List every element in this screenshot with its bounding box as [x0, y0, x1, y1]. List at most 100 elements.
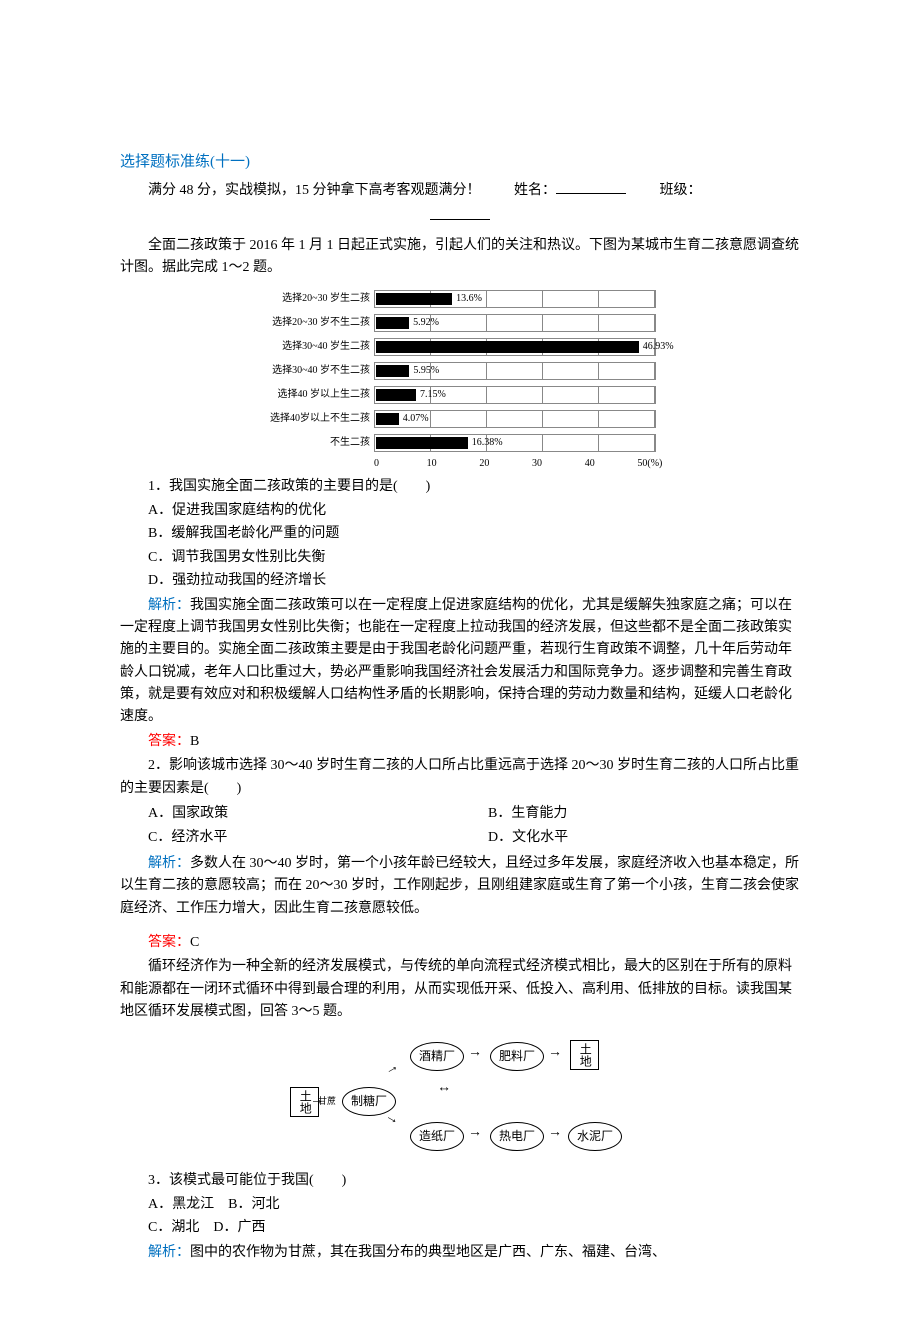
chart-track-0: 13.6%	[374, 290, 656, 308]
node-alcohol: 酒精厂	[410, 1042, 464, 1071]
q2-analysis-text: 多数人在 30～40 岁时，第一个小孩年龄已经较大，且经过多年发展，家庭经济收入…	[120, 856, 799, 916]
q1-opt-b: B．缓解我国老龄化严重的问题	[120, 523, 800, 545]
q2-opt-row-1: A．国家政策 B．生育能力	[120, 802, 800, 826]
tick-2: 20	[479, 456, 532, 472]
class-blank-row	[120, 206, 800, 228]
chart-val-1: 5.92%	[413, 315, 439, 331]
node-paper: 造纸厂	[410, 1122, 464, 1151]
node-fertilizer: 肥料厂	[490, 1042, 544, 1071]
chart-val-6: 16.38%	[472, 435, 503, 451]
q3-analysis: 解析：图中的农作物为甘蔗，其在我国分布的典型地区是广西、广东、福建、台湾、	[120, 1242, 800, 1264]
chart-row-5: 选择40岁以上不生二孩 4.07%	[230, 408, 690, 430]
chart-row-1: 选择20~30 岁不生二孩 5.92%	[230, 312, 690, 334]
q3-stem: 3．该模式最可能位于我国( )	[120, 1170, 800, 1192]
arrow-icon: →	[468, 1046, 482, 1060]
chart-val-5: 4.07%	[403, 411, 429, 427]
q2-opt-row-2: C．经济水平 D．文化水平	[120, 826, 800, 850]
q3-analysis-label: 解析：	[148, 1245, 190, 1260]
q1-answer-label: 答案：	[148, 734, 190, 749]
node-cement: 水泥厂	[568, 1122, 622, 1151]
q2-opt-b: B．生育能力	[460, 803, 800, 825]
intro2-paragraph: 循环经济作为一种全新的经济发展模式，与传统的单向流程式经济模式相比，最大的区别在…	[120, 956, 800, 1023]
tick-1: 10	[427, 456, 480, 472]
q1-answer-value: B	[190, 734, 199, 749]
chart-label-5: 选择40岁以上不生二孩	[230, 411, 374, 427]
node-power: 热电厂	[490, 1122, 544, 1151]
chart-row-6: 不生二孩 16.38%	[230, 432, 690, 454]
arrow-icon: →	[548, 1046, 562, 1060]
arrow-icon: ↕	[437, 1085, 451, 1092]
q1-stem: 1．我国实施全面二孩政策的主要目的是( )	[120, 476, 800, 498]
q2-answer-label: 答案：	[148, 935, 190, 950]
name-blank[interactable]	[556, 193, 626, 194]
q2-opt-d: D．文化水平	[460, 827, 800, 849]
class-blank[interactable]	[430, 219, 490, 220]
chart-row-2: 选择30~40 岁生二孩 46.93%	[230, 336, 690, 358]
chart-track-5: 4.07%	[374, 410, 656, 428]
q3-analysis-text: 图中的农作物为甘蔗，其在我国分布的典型地区是广西、广东、福建、台湾、	[190, 1245, 666, 1260]
chart-bar-1: 5.92%	[376, 317, 409, 329]
chart-label-2: 选择30~40 岁生二孩	[230, 339, 374, 355]
chart-track-1: 5.92%	[374, 314, 656, 332]
class-label: 班级：	[660, 183, 702, 198]
q3-opt-cd: C．湖北 D．广西	[120, 1217, 800, 1239]
header-line: 满分 48 分，实战模拟，15 分钟拿下高考客观题满分！ 姓名： 班级：	[120, 180, 800, 202]
chart-val-2: 46.93%	[643, 339, 674, 355]
arrow-icon: →	[468, 1126, 482, 1140]
chart-label-0: 选择20~30 岁生二孩	[230, 291, 374, 307]
q2-answer: 答案：C	[120, 932, 800, 954]
q2-stem: 2．影响该城市选择 30～40 岁时生育二孩的人口所占比重远高于选择 20～30…	[120, 755, 800, 800]
chart-x-axis: 0 10 20 30 40 50(%)	[230, 456, 690, 472]
arrow-icon: →	[310, 1094, 324, 1108]
practice-title: 选择题标准练(十一)	[120, 150, 800, 174]
chart-val-3: 5.95%	[413, 363, 439, 379]
q2-opt-c: C．经济水平	[120, 827, 460, 849]
q2-opt-a: A．国家政策	[120, 803, 460, 825]
chart-label-4: 选择40 岁以上生二孩	[230, 387, 374, 403]
tick-4: 40	[585, 456, 638, 472]
chart-row-0: 选择20~30 岁生二孩 13.6%	[230, 288, 690, 310]
chart-label-1: 选择20~30 岁不生二孩	[230, 315, 374, 331]
chart-row-3: 选择30~40 岁不生二孩 5.95%	[230, 360, 690, 382]
chart-row-4: 选择40 岁以上生二孩 7.15%	[230, 384, 690, 406]
q1-analysis-text: 我国实施全面二孩政策可以在一定程度上促进家庭结构的优化，尤其是缓解失独家庭之痛；…	[120, 598, 792, 725]
q3-opt-ab: A．黑龙江 B．河北	[120, 1194, 800, 1216]
q3-opt-a: A．黑龙江	[148, 1197, 214, 1212]
document-page: 选择题标准练(十一) 满分 48 分，实战模拟，15 分钟拿下高考客观题满分！ …	[0, 0, 920, 1326]
chart-label-3: 选择30~40 岁不生二孩	[230, 363, 374, 379]
chart-track-2: 46.93%	[374, 338, 656, 356]
q2-analysis: 解析：多数人在 30～40 岁时，第一个小孩年龄已经较大，且经过多年发展，家庭经…	[120, 853, 800, 920]
q2-answer-value: C	[190, 935, 199, 950]
tick-3: 30	[532, 456, 585, 472]
chart-bar-6: 16.38%	[376, 437, 468, 449]
q1-analysis-label: 解析：	[148, 598, 190, 613]
tick-0: 0	[374, 456, 427, 472]
survey-bar-chart: 选择20~30 岁生二孩 13.6% 选择20~30 岁不生二孩 5.92% 选…	[230, 288, 690, 472]
chart-bar-0: 13.6%	[376, 293, 452, 305]
q3-opt-d: D．广西	[213, 1220, 265, 1235]
arrow-icon: →	[548, 1126, 562, 1140]
chart-bar-4: 7.15%	[376, 389, 416, 401]
q1-answer: 答案：B	[120, 731, 800, 753]
q1-opt-d: D．强劲拉动我国的经济增长	[120, 570, 800, 592]
q3-opt-c: C．湖北	[148, 1220, 199, 1235]
arrow-icon: →	[382, 1059, 401, 1078]
chart-val-4: 7.15%	[420, 387, 446, 403]
chart-val-0: 13.6%	[456, 291, 482, 307]
chart-bar-2: 46.93%	[376, 341, 639, 353]
tick-5: 50(%)	[637, 456, 690, 472]
chart-bar-3: 5.95%	[376, 365, 409, 377]
q3-opt-b: B．河北	[228, 1197, 279, 1212]
chart-bar-5: 4.07%	[376, 413, 399, 425]
intro-paragraph: 全面二孩政策于 2016 年 1 月 1 日起正式实施，引起人们的关注和热议。下…	[120, 235, 800, 280]
chart-track-6: 16.38%	[374, 434, 656, 452]
chart-label-6: 不生二孩	[230, 435, 374, 451]
q1-opt-c: C．调节我国男女性别比失衡	[120, 547, 800, 569]
node-land2: 土地	[570, 1040, 599, 1070]
q2-analysis-label: 解析：	[148, 856, 190, 871]
q1-opt-a: A．促进我国家庭结构的优化	[120, 500, 800, 522]
header-text: 满分 48 分，实战模拟，15 分钟拿下高考客观题满分！	[148, 183, 481, 198]
chart-track-3: 5.95%	[374, 362, 656, 380]
name-label: 姓名：	[514, 183, 556, 198]
chart-track-4: 7.15%	[374, 386, 656, 404]
